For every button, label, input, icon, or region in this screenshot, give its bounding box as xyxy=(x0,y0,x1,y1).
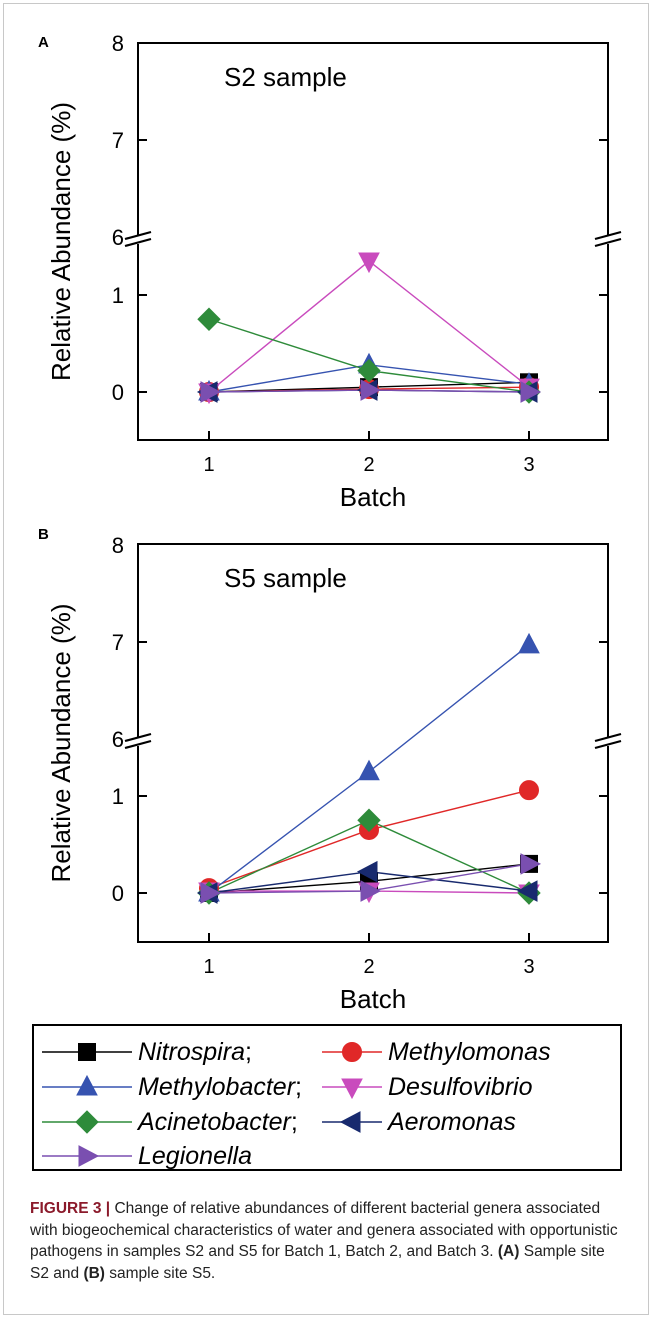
legend-entry-legionella: Legionella xyxy=(138,1142,252,1170)
panel-a-point-legionella xyxy=(520,381,542,403)
figure-svg: A 6 7 8 0 1 1 2 3 Batch Relative Abundance (%) S2 s… xyxy=(32,31,622,1171)
panel-b-point-methylomonas xyxy=(519,780,539,801)
panel-b-axis-break-slash xyxy=(124,732,152,743)
legend-entry-aeromonas: Aeromonas xyxy=(386,1108,516,1136)
legend-entry-methylomonas: Methylomonas xyxy=(388,1038,551,1066)
panel-a-point-legionella xyxy=(360,379,382,401)
legend-marker-nitrospira xyxy=(78,1043,96,1061)
panel-a-ytick-label: 8 xyxy=(112,31,124,56)
panel-a-point-legionella xyxy=(200,381,222,403)
panel-a-point-acinetobacter xyxy=(197,307,221,331)
panel-b-point-legionella xyxy=(200,882,222,904)
legend-entry-methylobacter: Methylobacter; xyxy=(138,1073,302,1101)
legend-entry-nitrospira: Nitrospira; xyxy=(138,1038,252,1066)
panel-b-xaxis-label: Batch xyxy=(340,984,407,1014)
panel-a-label: A xyxy=(38,34,49,51)
panel-a-axis-break-slash xyxy=(124,230,152,241)
panel-b-ytick-label: 7 xyxy=(112,630,124,655)
panel-b-point-methylobacter xyxy=(518,632,540,654)
panel-b-point-legionella xyxy=(520,853,542,875)
panel-a-point-acinetobacter xyxy=(357,358,381,383)
panel-b-axis-break-gap xyxy=(132,737,144,746)
panel-b-xtick-label: 1 xyxy=(203,956,214,978)
panel-b-axis-break-gap xyxy=(602,737,614,746)
panel-a-axis-break-gap xyxy=(132,235,144,244)
panel-b-point-methylobacter xyxy=(358,759,380,781)
figure-frame: A 6 7 8 0 1 1 2 3 Batch Relative Abundance (%) S2 s… xyxy=(3,3,649,1315)
legend-entry-desulfovibrio: Desulfovibrio xyxy=(388,1073,533,1101)
legend-marker-aeromonas xyxy=(339,1111,361,1133)
legend-box xyxy=(32,1024,622,1171)
figure-label: FIGURE 3 | xyxy=(30,1200,111,1217)
panel-b-point-legionella xyxy=(360,880,382,902)
panel-a-point-desulfovibrio xyxy=(358,252,380,274)
legend-marker-methylobacter xyxy=(76,1074,98,1096)
panel-b-yaxis-label: Relative Abundance (%) xyxy=(46,604,76,883)
panel-a-ytick-label: 1 xyxy=(112,283,124,308)
panel-b-axis-break-slash xyxy=(124,739,152,750)
legend-marker-methylomonas xyxy=(342,1042,362,1062)
caption-text-1: Change of relative abundances of differe… xyxy=(30,1200,618,1260)
panel-b-point-acinetobacter xyxy=(357,808,381,832)
caption-panel-a-ref: (A) xyxy=(497,1243,520,1260)
legend-marker-legionella xyxy=(78,1145,100,1167)
caption-text-3: sample site S5. xyxy=(104,1264,216,1282)
panel-a-axis-break-slash xyxy=(594,230,622,241)
caption-text-2: Sample site S2 and xyxy=(30,1243,605,1282)
panel-b-axis-break-slash xyxy=(594,732,622,743)
panel-b-xtick-label: 2 xyxy=(363,956,374,978)
panel-b-ytick-label: 8 xyxy=(112,533,124,558)
panel-a-axis-break-slash xyxy=(124,237,152,248)
panel-a-axis-break-gap xyxy=(602,235,614,244)
panel-a-xtick-label: 3 xyxy=(523,454,534,476)
panel-a-title: S2 sample xyxy=(224,62,347,92)
panel-a-ytick-label: 7 xyxy=(112,128,124,153)
legend-marker-acinetobacter xyxy=(75,1110,99,1134)
panel-a-axis-break-slash xyxy=(594,237,622,248)
panel-b-title: S5 sample xyxy=(224,563,347,593)
panel-a-ytick-label: 0 xyxy=(112,380,124,405)
figure-caption: FIGURE 3 | Change of relative abundances… xyxy=(30,1198,626,1284)
panel-b-axis-break-slash xyxy=(594,739,622,750)
legend-marker-desulfovibrio xyxy=(341,1078,363,1100)
caption-panel-b-ref: (B) xyxy=(83,1264,105,1282)
panel-b-point-aeromonas xyxy=(516,880,538,902)
panel-a-xaxis-label: Batch xyxy=(340,482,407,512)
panel-b-ytick-label: 1 xyxy=(112,784,124,809)
legend-entry-acinetobacter: Acinetobacter; xyxy=(136,1108,298,1136)
panel-a-yaxis-label: Relative Abundance (%) xyxy=(46,102,76,381)
panel-a-xtick-label: 2 xyxy=(363,454,374,476)
panel-a-ytick-label: 6 xyxy=(112,225,124,250)
panel-b-point-aeromonas xyxy=(356,860,378,883)
panel-b-label: B xyxy=(38,526,49,543)
panel-b-ytick-label: 0 xyxy=(112,881,124,906)
panel-b-ytick-label: 6 xyxy=(112,727,124,752)
panel-b-xtick-label: 3 xyxy=(523,956,534,978)
panel-a-xtick-label: 1 xyxy=(203,454,214,476)
